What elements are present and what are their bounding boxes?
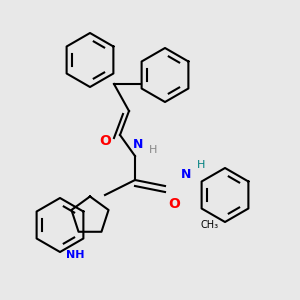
- Text: N: N: [181, 167, 191, 181]
- Text: CH₃: CH₃: [201, 220, 219, 230]
- Text: NH: NH: [66, 250, 84, 260]
- Text: N: N: [133, 137, 143, 151]
- Text: H: H: [149, 145, 157, 155]
- Text: O: O: [168, 197, 180, 211]
- Text: H: H: [197, 160, 205, 170]
- Text: O: O: [99, 134, 111, 148]
